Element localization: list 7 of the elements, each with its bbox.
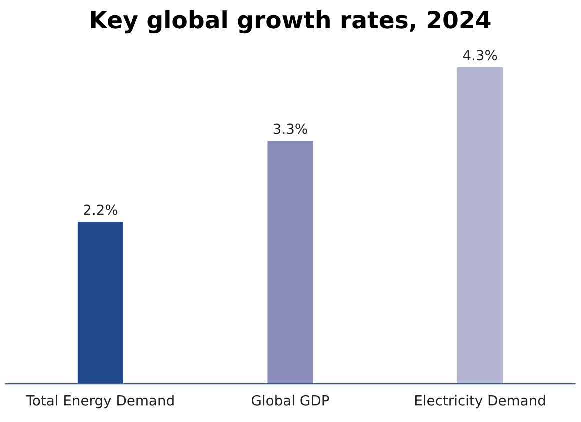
data-label: 4.3% (463, 50, 498, 61)
x-tick-label: Electricity Demand (416, 395, 546, 409)
x-tick-label: Total Energy Demand (26, 395, 174, 409)
x-tick-label: Global GDP (252, 395, 330, 406)
data-label: 3.3% (274, 124, 308, 134)
chart-title: Key global growth rates, 2024 (91, 10, 491, 34)
data-label: 2.2% (84, 204, 118, 216)
